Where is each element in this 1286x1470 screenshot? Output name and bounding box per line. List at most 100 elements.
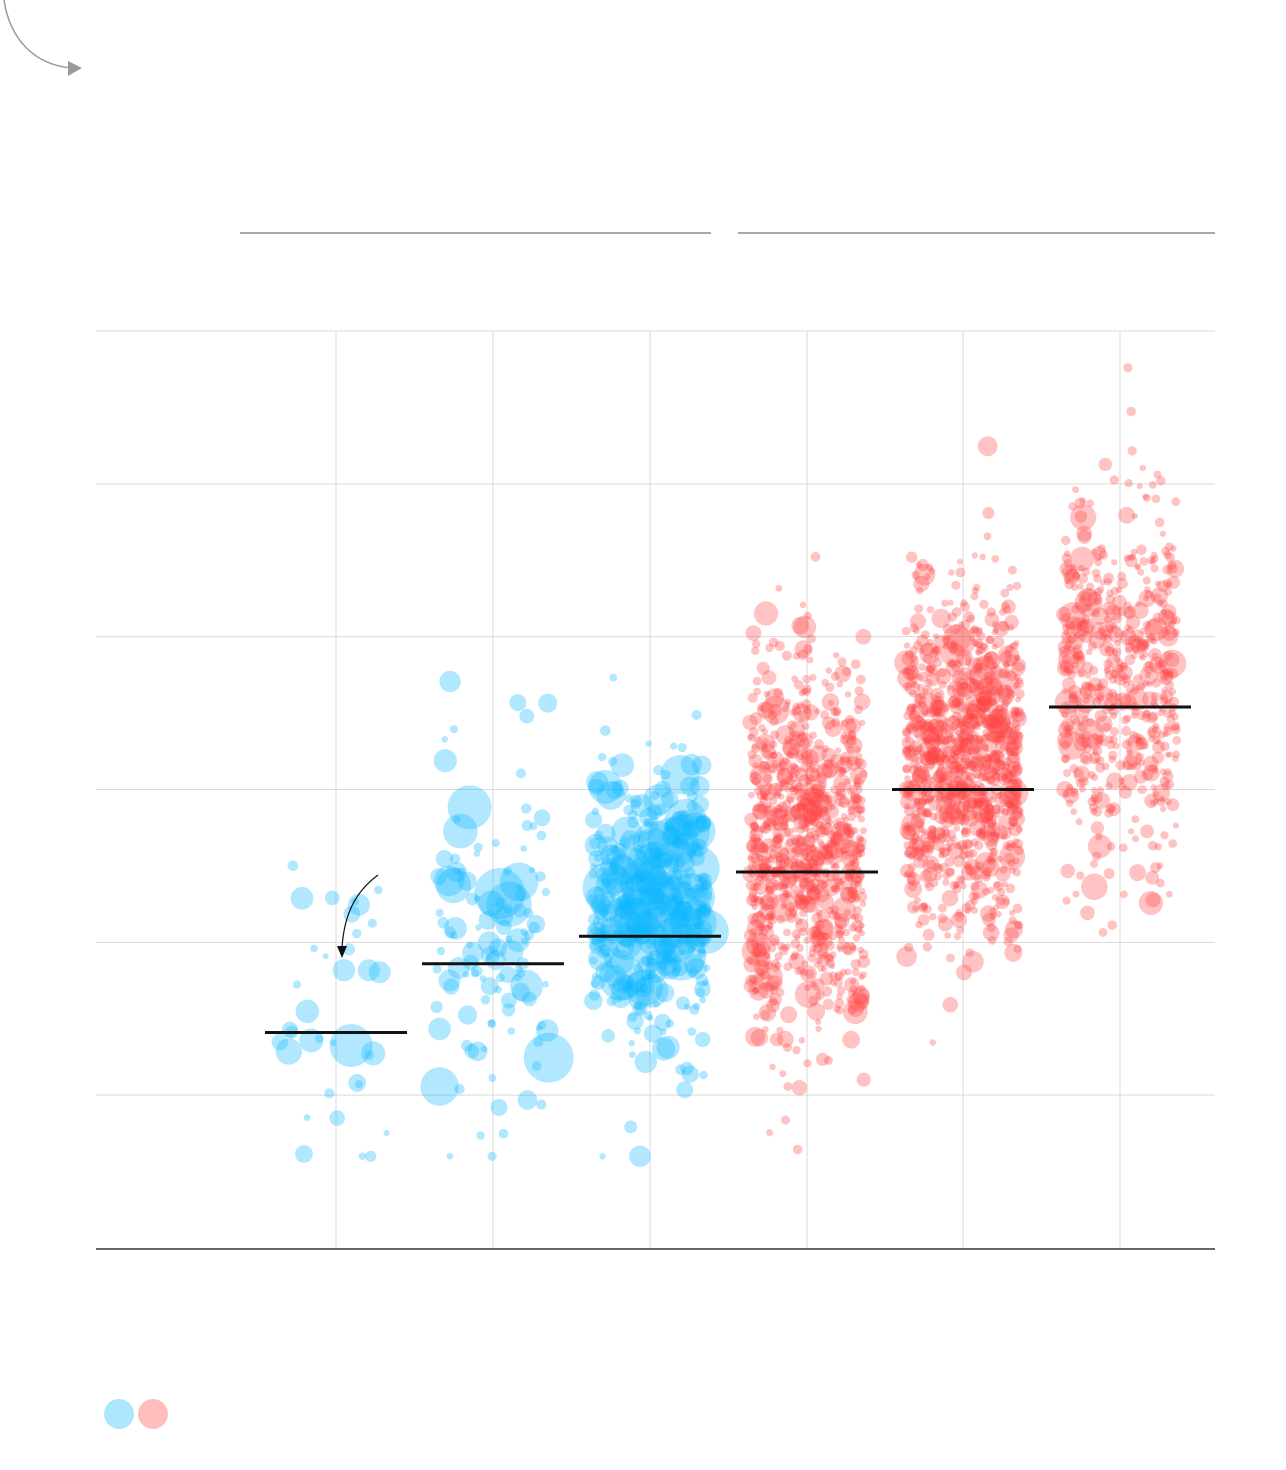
data-point <box>831 821 852 842</box>
data-point <box>767 808 785 826</box>
data-point <box>702 979 710 987</box>
data-point <box>694 874 703 883</box>
data-point <box>626 972 647 993</box>
data-point <box>1063 725 1071 733</box>
data-point <box>633 1027 642 1035</box>
data-point <box>850 913 857 920</box>
data-point <box>1164 680 1175 691</box>
data-point <box>1096 786 1104 794</box>
data-point <box>664 798 707 841</box>
data-point <box>766 974 773 981</box>
data-point <box>645 881 669 904</box>
data-point <box>946 780 962 796</box>
data-point <box>1136 544 1147 556</box>
data-point <box>1098 928 1108 937</box>
data-point <box>536 1019 559 1042</box>
data-point <box>786 874 798 885</box>
data-point <box>357 959 380 982</box>
data-point <box>961 804 978 822</box>
data-point <box>803 852 814 863</box>
data-point <box>432 964 442 974</box>
data-point <box>501 1003 516 1017</box>
data-point <box>759 898 766 905</box>
data-point <box>832 708 841 717</box>
data-point <box>1141 640 1150 648</box>
data-point <box>694 905 711 922</box>
data-point <box>683 1003 691 1010</box>
data-point <box>910 681 917 689</box>
data-point <box>833 774 852 793</box>
data-point <box>684 909 729 954</box>
data-point <box>1080 905 1095 921</box>
data-point <box>843 908 852 917</box>
data-point <box>829 753 845 769</box>
data-point <box>822 952 830 960</box>
data-point <box>798 774 811 787</box>
data-point <box>920 752 938 769</box>
data-point <box>585 811 603 829</box>
data-point <box>1062 629 1070 636</box>
data-point <box>1096 585 1105 594</box>
data-point <box>753 959 770 975</box>
data-point <box>858 887 866 895</box>
data-point <box>693 845 704 857</box>
data-point <box>942 997 958 1013</box>
data-point <box>958 794 977 813</box>
data-point <box>645 740 652 747</box>
data-point <box>815 795 822 803</box>
data-point <box>803 798 812 807</box>
data-point <box>686 848 696 858</box>
data-point <box>645 937 657 949</box>
data-point <box>806 887 814 895</box>
data-point <box>820 881 829 889</box>
data-point <box>785 775 795 786</box>
data-point <box>793 814 809 830</box>
data-point <box>860 827 868 835</box>
data-point <box>837 788 847 798</box>
data-point <box>834 916 847 929</box>
data-point <box>813 961 820 968</box>
data-point <box>982 912 996 927</box>
data-point <box>659 894 670 906</box>
data-point <box>590 975 606 990</box>
data-point <box>680 1061 694 1076</box>
data-point <box>670 742 678 750</box>
data-point <box>590 894 611 916</box>
data-point <box>662 849 686 873</box>
data-point <box>1152 735 1161 745</box>
data-point <box>853 905 862 915</box>
data-point <box>675 1064 686 1075</box>
data-point <box>603 953 614 963</box>
data-point <box>586 771 609 794</box>
data-point <box>689 1004 700 1015</box>
data-point <box>858 922 865 929</box>
data-point <box>1136 682 1145 691</box>
data-point <box>643 1024 663 1043</box>
data-point <box>646 873 655 882</box>
data-point <box>857 806 865 814</box>
data-point <box>817 879 828 890</box>
data-point <box>937 667 947 678</box>
data-point <box>776 914 786 924</box>
data-point <box>782 739 801 758</box>
data-point <box>760 838 777 854</box>
data-point <box>494 906 514 926</box>
data-point <box>816 772 827 784</box>
data-point <box>849 985 858 994</box>
data-point <box>436 946 446 956</box>
data-point <box>845 714 855 725</box>
data-point <box>750 829 757 836</box>
data-point <box>589 837 601 849</box>
data-point <box>751 743 759 750</box>
data-point <box>759 894 776 911</box>
data-point <box>843 822 853 832</box>
data-point <box>656 1035 680 1060</box>
data-point <box>901 626 911 636</box>
data-point <box>811 912 823 924</box>
data-point <box>752 896 760 903</box>
data-point <box>536 1099 547 1110</box>
data-point <box>664 875 675 886</box>
data-point <box>496 919 512 936</box>
data-point <box>845 829 855 839</box>
data-point <box>973 677 1004 707</box>
